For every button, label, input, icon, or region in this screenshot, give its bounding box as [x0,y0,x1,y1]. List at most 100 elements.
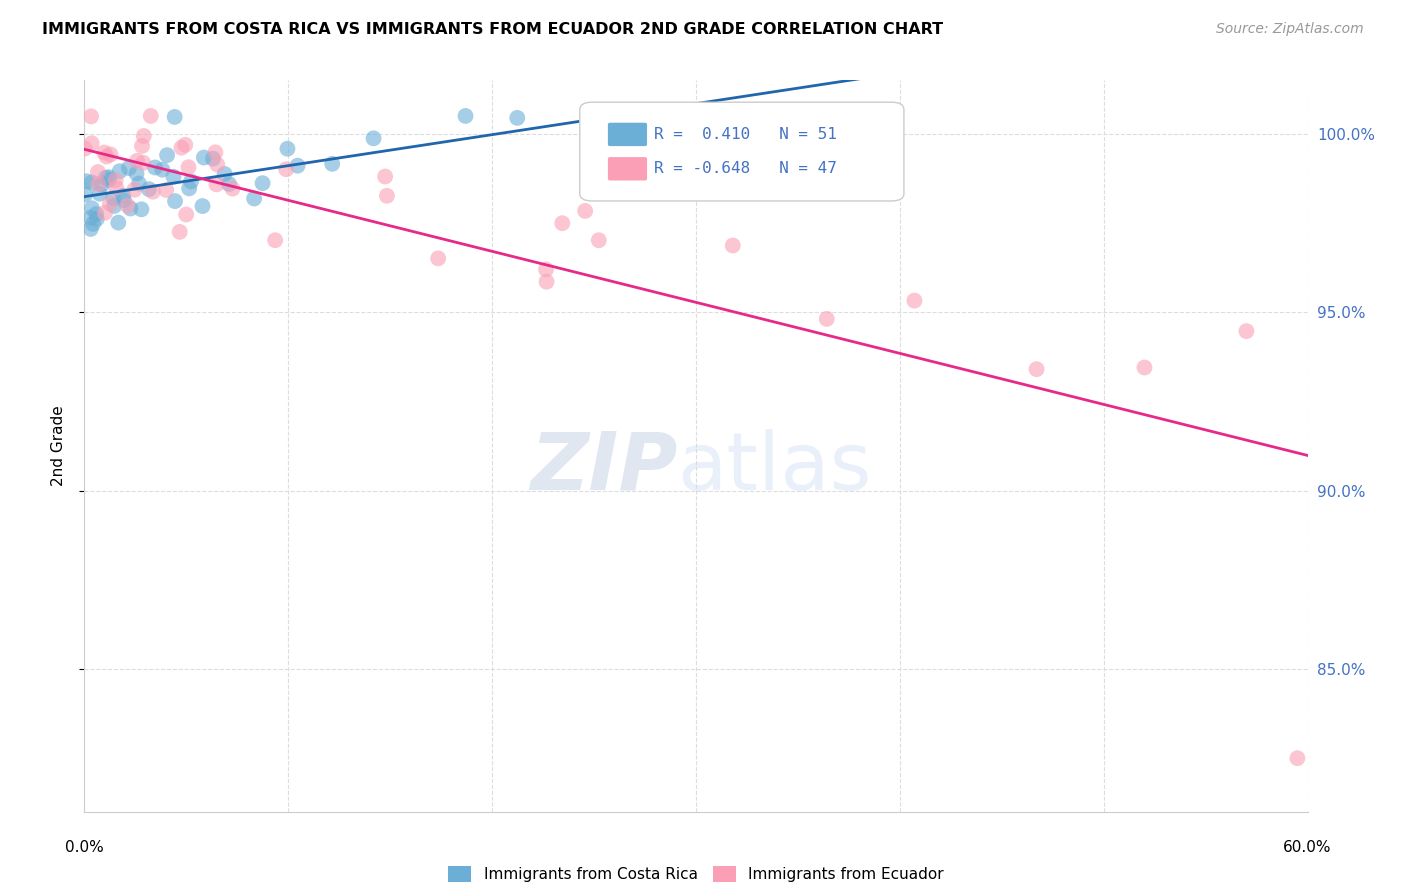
Point [506,111,529,125]
Point [142,185,165,199]
Point [138,182,160,196]
Point [98,196,121,211]
Point [191,199,214,213]
Point [174,208,197,222]
Point [143,161,166,175]
Point [132,155,155,169]
Point [132,128,155,143]
Point [97,173,120,187]
Point [84,207,107,221]
Point [775,109,797,123]
Point [86,212,108,227]
Point [214,167,236,181]
Point [264,233,287,247]
Point [427,252,450,266]
Point [80,222,103,236]
Text: R = -0.648   N = 47: R = -0.648 N = 47 [654,161,837,177]
Point [117,198,139,212]
Point [103,199,125,213]
Point [252,176,274,190]
Point [125,153,148,168]
Point [574,203,596,218]
Point [276,162,298,177]
Point [155,183,177,197]
Point [139,109,162,123]
Point [118,161,141,175]
Point [903,293,925,308]
Point [163,194,186,208]
Point [170,141,193,155]
Point [125,166,148,180]
Point [150,162,173,177]
Point [276,142,298,156]
Point [201,152,224,166]
Point [221,181,243,195]
Point [120,202,142,216]
Text: atlas: atlas [678,429,872,507]
Point [287,159,309,173]
Point [89,186,111,201]
Point [169,225,191,239]
Point [588,233,610,247]
Point [94,170,117,185]
Point [180,174,202,188]
Point [105,180,128,194]
Point [1236,324,1258,338]
FancyBboxPatch shape [607,123,647,146]
Text: IMMIGRANTS FROM COSTA RICA VS IMMIGRANTS FROM ECUADOR 2ND GRADE CORRELATION CHAR: IMMIGRANTS FROM COSTA RICA VS IMMIGRANTS… [42,22,943,37]
Point [163,110,186,124]
Text: R =  0.410   N = 51: R = 0.410 N = 51 [654,127,837,142]
Point [218,177,240,191]
Point [112,193,135,207]
Point [162,169,184,184]
Y-axis label: 2nd Grade: 2nd Grade [51,406,66,486]
Point [207,157,229,171]
Point [363,131,385,145]
Point [108,164,131,178]
Point [112,188,135,202]
Text: Source: ZipAtlas.com: Source: ZipAtlas.com [1216,22,1364,37]
Point [87,165,110,179]
Point [97,170,120,185]
Point [104,173,127,187]
Point [156,148,179,162]
Point [193,151,215,165]
Point [551,216,574,230]
Point [1133,360,1156,375]
Point [321,157,343,171]
Point [179,181,201,195]
Point [454,109,477,123]
Point [87,177,110,191]
Point [534,262,557,277]
Point [107,216,129,230]
Point [96,149,118,163]
Point [131,139,153,153]
Point [1286,751,1309,765]
Point [205,178,228,192]
Point [591,109,613,123]
Point [76,174,98,188]
Point [100,147,122,161]
Point [73,142,96,156]
Text: 0.0%: 0.0% [65,840,104,855]
Point [80,201,103,215]
Point [103,191,125,205]
FancyBboxPatch shape [579,103,904,201]
Point [204,145,226,160]
Point [375,188,398,202]
Point [650,109,672,123]
Point [721,238,744,252]
Point [177,160,200,174]
Point [75,187,97,202]
Point [174,137,197,152]
Point [80,109,103,123]
Point [80,136,103,151]
Text: ZIP: ZIP [530,429,678,507]
Point [815,311,838,326]
Point [128,177,150,191]
Point [80,211,103,225]
FancyBboxPatch shape [607,157,647,180]
Point [124,183,146,197]
Point [1025,362,1047,376]
Point [94,205,117,219]
